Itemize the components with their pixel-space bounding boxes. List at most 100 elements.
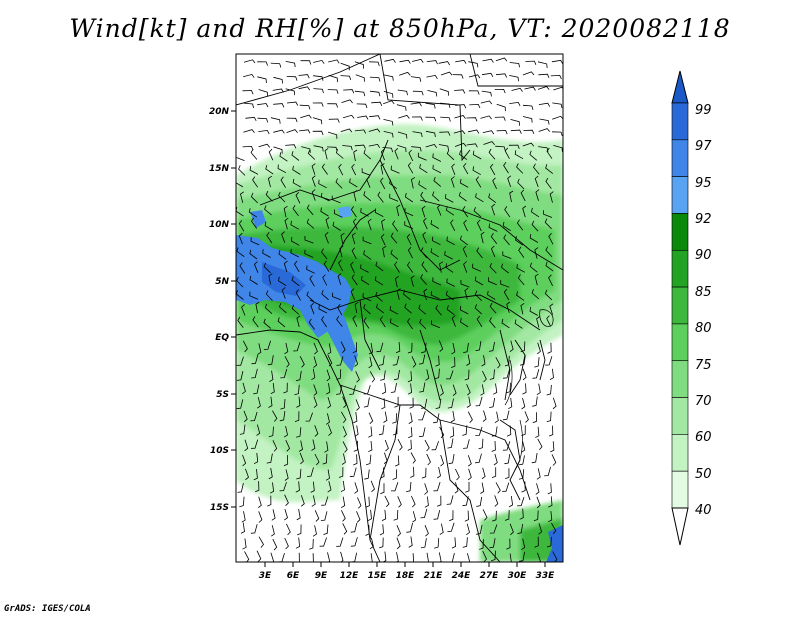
wind-barb <box>321 315 327 328</box>
x-tick-label: 30E <box>508 571 528 581</box>
wind-barb <box>403 290 411 301</box>
wind-barb <box>482 58 494 63</box>
wind-barb <box>521 425 526 436</box>
wind-barb <box>551 522 557 535</box>
wind-barb <box>241 511 246 523</box>
wind-barb <box>326 146 338 152</box>
wind-barb <box>313 88 324 94</box>
wind-barb <box>433 413 440 424</box>
wind-barb <box>439 261 444 273</box>
wind-barb <box>291 151 300 161</box>
wind-barb <box>545 164 554 174</box>
wind-barb <box>524 86 536 91</box>
wind-barb <box>350 261 355 274</box>
wind-barb <box>447 522 455 532</box>
wind-barb <box>333 209 343 218</box>
wind-barb <box>257 343 262 355</box>
wind-barb <box>278 276 287 286</box>
wind-barb <box>514 319 523 329</box>
wind-barb <box>520 302 525 315</box>
wind-barb <box>263 340 271 350</box>
wind-barb <box>238 220 245 232</box>
wind-barb <box>267 495 272 507</box>
wind-barb <box>269 482 275 494</box>
wind-barb <box>532 396 538 407</box>
wind-barb <box>504 454 511 465</box>
wind-barb <box>491 203 496 216</box>
wind-barb <box>425 102 436 109</box>
wind-barb <box>481 467 486 480</box>
wind-barb <box>306 291 314 302</box>
wind-barb <box>500 280 510 288</box>
wind-barb <box>424 496 429 508</box>
x-tick-label: 18E <box>396 571 416 581</box>
wind-barb <box>492 510 497 522</box>
wind-barb <box>367 509 372 521</box>
wind-barb <box>531 289 540 300</box>
wind-barb <box>284 342 289 355</box>
wind-barb <box>404 208 414 217</box>
wind-barb <box>286 117 298 123</box>
wind-barb <box>383 411 388 423</box>
wind-barb <box>363 250 372 260</box>
wind-barb <box>509 190 514 202</box>
wind-barb <box>411 495 416 508</box>
wind-barb <box>361 168 371 176</box>
wind-barb <box>313 396 318 408</box>
wind-barb <box>489 317 496 329</box>
wind-barb <box>352 218 358 230</box>
wind-barb <box>355 371 360 383</box>
wind-barb <box>299 452 304 465</box>
wind-barb <box>420 538 427 549</box>
wind-barb <box>350 552 358 562</box>
wind-barb <box>522 142 535 147</box>
wind-barb <box>250 524 258 534</box>
wind-barb <box>494 411 499 424</box>
wind-barb <box>534 247 539 259</box>
wind-barb <box>548 233 554 245</box>
wind-barb <box>468 61 479 68</box>
wind-barb <box>285 88 295 96</box>
wind-barb <box>257 117 269 123</box>
wind-barb <box>545 261 554 272</box>
wind-barb <box>467 455 472 467</box>
wind-barb <box>397 496 402 508</box>
wind-barb <box>243 410 248 423</box>
wind-barb <box>419 427 426 438</box>
wind-barb <box>516 291 525 301</box>
wind-barb <box>517 178 525 190</box>
wind-barb <box>263 318 272 329</box>
wind-barb <box>340 411 347 423</box>
wind-barb <box>268 148 274 161</box>
wind-barb <box>271 509 276 521</box>
wind-barb <box>325 217 330 229</box>
wind-barb <box>380 177 386 190</box>
colorbar-segment <box>671 323 689 362</box>
wind-barb <box>533 510 539 522</box>
wind-barb <box>480 231 485 244</box>
wind-barb <box>236 371 244 381</box>
wind-barb <box>314 453 320 466</box>
wind-barb <box>408 412 413 424</box>
wind-barb <box>476 247 483 259</box>
wind-barb <box>328 59 340 64</box>
colorbar-label: 90 <box>695 248 712 263</box>
wind-barb <box>504 206 511 218</box>
wind-barb <box>435 304 442 316</box>
wind-barb <box>490 232 498 244</box>
wind-barb <box>284 469 289 481</box>
wind-barb <box>328 118 340 123</box>
colorbar-segment <box>671 102 689 141</box>
wind-barb <box>451 315 456 327</box>
wind-barb <box>505 468 510 480</box>
wind-barb <box>310 481 315 493</box>
wind-barb <box>495 73 508 78</box>
wind-barb <box>473 206 482 218</box>
wind-barb <box>309 275 315 287</box>
wind-barb <box>502 221 511 232</box>
wind-barb <box>295 192 301 204</box>
wind-barb <box>248 208 258 218</box>
wind-barb <box>468 90 480 95</box>
x-tick-label: 15E <box>368 571 388 581</box>
wind-barb <box>496 130 508 135</box>
